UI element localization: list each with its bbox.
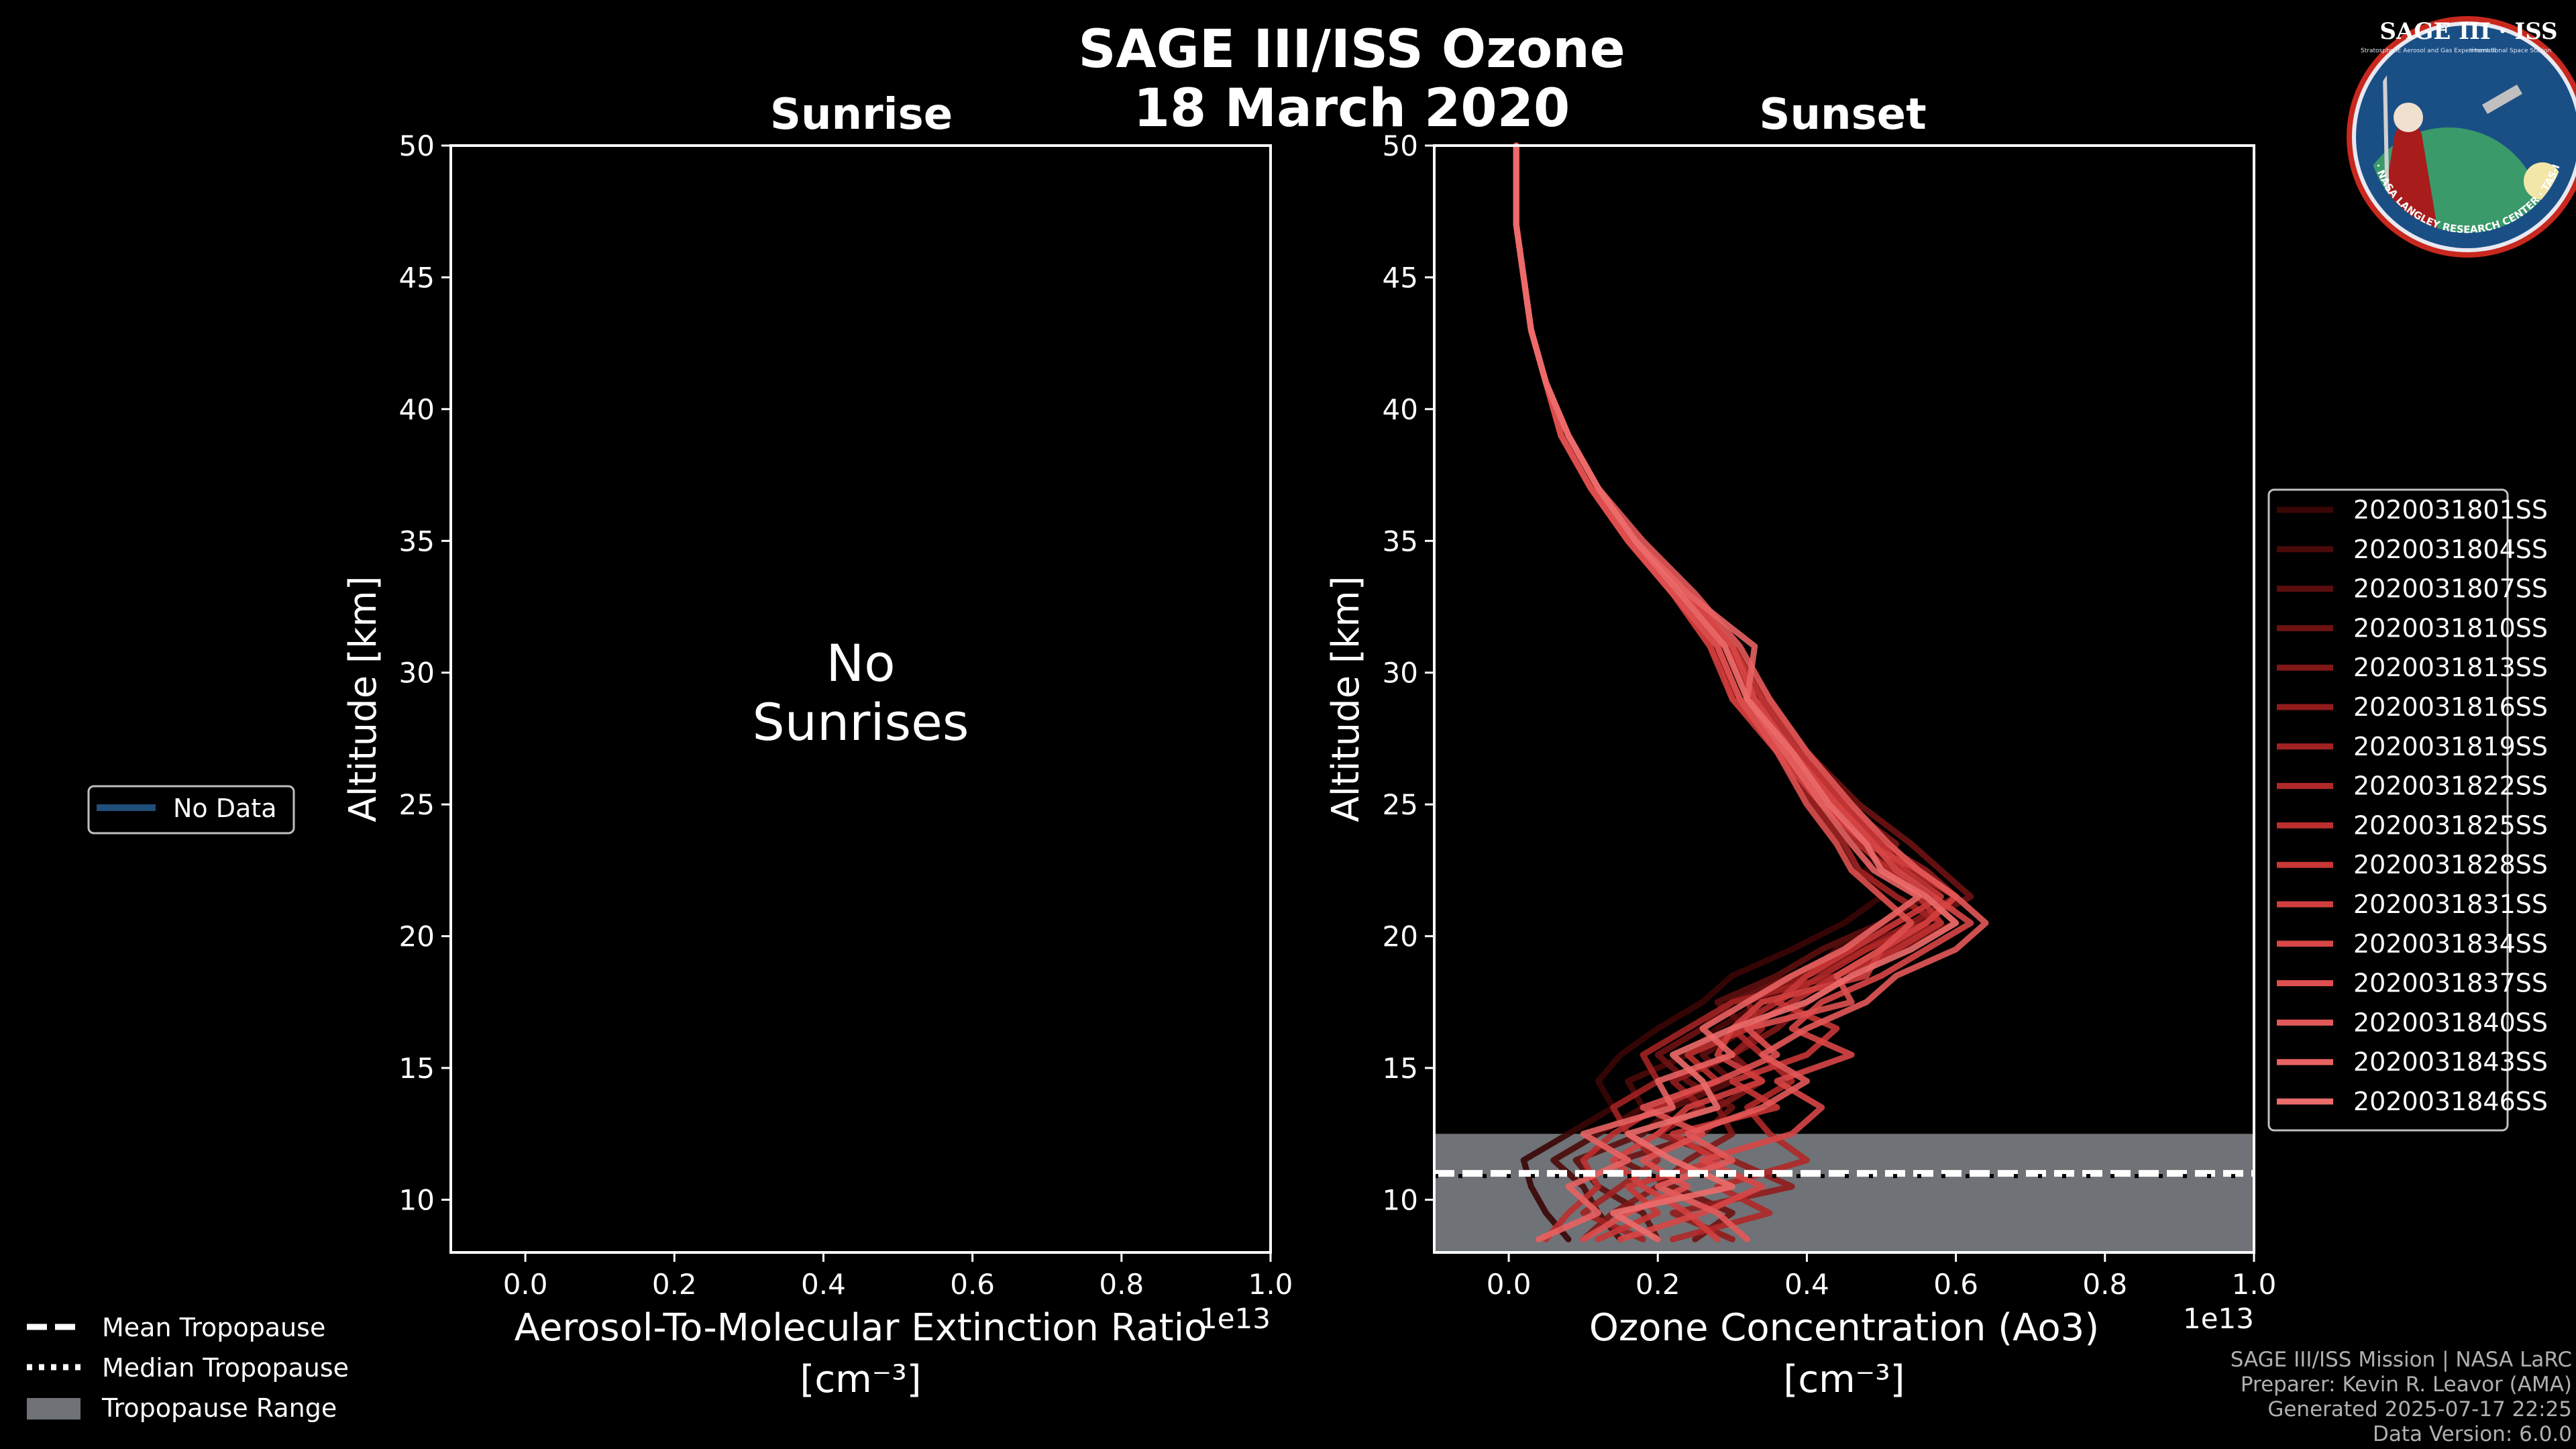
series-legend-items: 2020031801SS 2020031804SS 2020031807SS 2020… [2277, 495, 2548, 1116]
footer: SAGE III/ISS Mission | NASA LaRC Prepare… [2231, 1348, 2572, 1446]
sunrise-y-tick-label: 30 [399, 657, 435, 690]
sunrise-y-tick-label: 25 [399, 788, 435, 821]
sunrise-x-tick-label: 0.4 [801, 1268, 846, 1301]
sunset-profile-lines [1513, 142, 1989, 1242]
logo-subtitle-left: Stratospheric Aerosol and Gas Experiment… [2361, 48, 2496, 54]
sunrise-no-data-line2: Sunrises [753, 692, 969, 752]
sunrise-x-tick-label: 0.2 [652, 1268, 697, 1301]
logo-subtitle-right: International Space Station [2469, 48, 2552, 54]
tropopause-range-band [1434, 1134, 2254, 1252]
legend-label-2020031831SS: 2020031831SS [2353, 890, 2548, 919]
sunset-y-axis-label: Altitude [km] [1324, 576, 1368, 822]
legend-label-2020031819SS: 2020031819SS [2353, 732, 2548, 761]
sunrise-y-axis-label: Altitude [km] [341, 576, 385, 822]
sunset-y-ticks: 10 15 20 25 30 35 40 45 50 [1383, 129, 1434, 1216]
legend-label-2020031801SS: 2020031801SS [2353, 495, 2548, 525]
legend-label-2020031804SS: 2020031804SS [2353, 535, 2548, 564]
sunrise-x-offset-text: 1e13 [1199, 1302, 1271, 1335]
sunset-panel-title: Sunset [1759, 90, 1926, 140]
sunrise-y-tick-label: 20 [399, 920, 435, 953]
sunrise-y-tick-label: 40 [399, 393, 435, 426]
sunset-y-tick-label: 20 [1383, 920, 1418, 953]
sunset-x-tick-label: 0.6 [1933, 1268, 1978, 1301]
legend-label-2020031816SS: 2020031816SS [2353, 692, 2548, 722]
footer-line-2: Preparer: Kevin R. Leavor (AMA) [2241, 1373, 2572, 1397]
footer-line-4: Data Version: 6.0.0 [2373, 1422, 2572, 1446]
legend-label-2020031846SS: 2020031846SS [2353, 1087, 2548, 1116]
figure-title-line1: SAGE III/ISS Ozone [1078, 19, 1625, 80]
sunrise-plot: 0.0 0.2 0.4 0.6 0.8 1.0 10 15 20 25 30 35 40 45 50 No… [341, 129, 1293, 1401]
legend-label-2020031825SS: 2020031825SS [2353, 810, 2548, 840]
legend-label-2020031843SS: 2020031843SS [2353, 1047, 2548, 1077]
sunset-x-ticks: 0.0 0.2 0.4 0.6 0.8 1.0 [1487, 1252, 2277, 1301]
sunset-axes-frame [1433, 144, 2255, 1254]
sunrise-x-ticks: 0.0 0.2 0.4 0.6 0.8 1.0 [503, 1252, 1293, 1301]
tropopause-range-label: Tropopause Range [101, 1393, 337, 1423]
footer-line-1: SAGE III/ISS Mission | NASA LaRC [2231, 1348, 2572, 1372]
series-legend-box [2267, 488, 2509, 1132]
sunrise-x-axis-label-line2: [cm⁻³] [800, 1358, 921, 1401]
sunset-y-tick-label: 35 [1383, 525, 1418, 557]
logo-title: SAGE III · ISS [2379, 18, 2557, 45]
sunset-x-offset-text: 1e13 [2183, 1302, 2254, 1335]
sunrise-x-tick-label: 0.6 [950, 1268, 995, 1301]
legend-label-2020031807SS: 2020031807SS [2353, 574, 2548, 604]
legend-label-2020031828SS: 2020031828SS [2353, 850, 2548, 879]
no-data-legend: No Data [87, 785, 295, 835]
sunrise-y-tick-label: 45 [399, 261, 435, 294]
sunset-y-tick-label: 45 [1383, 261, 1418, 294]
no-data-legend-box [87, 785, 295, 835]
legend-label-2020031813SS: 2020031813SS [2353, 653, 2548, 682]
tropopause-legend: Mean Tropopause Median Tropopause Tropop… [27, 1313, 349, 1423]
legend-label-2020031840SS: 2020031840SS [2353, 1008, 2548, 1037]
sunrise-y-tick-label: 50 [399, 129, 435, 162]
footer-line-3: Generated 2025-07-17 22:25 [2267, 1397, 2572, 1421]
sunset-x-tick-label: 0.2 [1635, 1268, 1680, 1301]
median-tropopause-label: Median Tropopause [102, 1353, 349, 1383]
sunset-y-tick-label: 30 [1383, 657, 1418, 690]
sunrise-x-tick-label: 0.0 [503, 1268, 548, 1301]
legend-label-2020031834SS: 2020031834SS [2353, 929, 2548, 959]
sunset-x-tick-label: 1.0 [2232, 1268, 2277, 1301]
profile-line-2020031837SS [1513, 142, 1915, 1242]
sunrise-x-tick-label: 1.0 [1248, 1268, 1293, 1301]
sunrise-axes-frame [449, 144, 1272, 1254]
figure-title-line2: 18 March 2020 [1134, 78, 1570, 139]
sunset-y-tick-label: 40 [1383, 393, 1418, 426]
sunset-plot: 0.0 0.2 0.4 0.6 0.8 1.0 10 15 20 25 30 35 40 45 50 Al… [1324, 129, 2276, 1401]
sunrise-no-data-line1: No [826, 633, 895, 693]
logo-figure-head [2394, 103, 2423, 132]
sunset-y-tick-label: 10 [1383, 1183, 1418, 1216]
sunrise-y-tick-label: 35 [399, 525, 435, 557]
sunrise-y-tick-label: 15 [399, 1052, 435, 1085]
sunset-y-tick-label: 15 [1383, 1052, 1418, 1085]
sunset-y-tick-label: 25 [1383, 788, 1418, 821]
legend-label-2020031837SS: 2020031837SS [2353, 969, 2548, 998]
sunset-y-tick-label: 50 [1383, 129, 1418, 162]
sunrise-y-ticks: 10 15 20 25 30 35 40 45 50 [399, 129, 451, 1216]
sunset-x-axis-label-line1: Ozone Concentration (Ao3) [1589, 1306, 2099, 1350]
sunset-axes-background [1434, 146, 2254, 1252]
sunrise-x-axis-label-line1: Aerosol-To-Molecular Extinction Ratio [515, 1306, 1208, 1350]
profile-line-2020031846SS [1513, 142, 1960, 1242]
sunset-x-tick-label: 0.8 [2082, 1268, 2127, 1301]
sunrise-y-tick-label: 10 [399, 1183, 435, 1216]
sunset-x-tick-label: 0.0 [1487, 1268, 1532, 1301]
no-data-legend-label: No Data [173, 794, 277, 823]
logo-iss-icon [2482, 85, 2522, 114]
legend-label-2020031810SS: 2020031810SS [2353, 613, 2548, 643]
sunrise-x-tick-label: 0.8 [1099, 1268, 1144, 1301]
mean-tropopause-label: Mean Tropopause [102, 1313, 325, 1342]
legend-label-2020031822SS: 2020031822SS [2353, 771, 2548, 801]
sunset-x-tick-label: 0.4 [1784, 1268, 1829, 1301]
sunset-x-axis-label-line2: [cm⁻³] [1783, 1358, 1904, 1401]
tropopause-range-swatch [27, 1398, 80, 1419]
sunrise-panel-title: Sunrise [770, 90, 953, 140]
series-legend: 2020031801SS 2020031804SS 2020031807SS 2020… [2267, 488, 2548, 1132]
